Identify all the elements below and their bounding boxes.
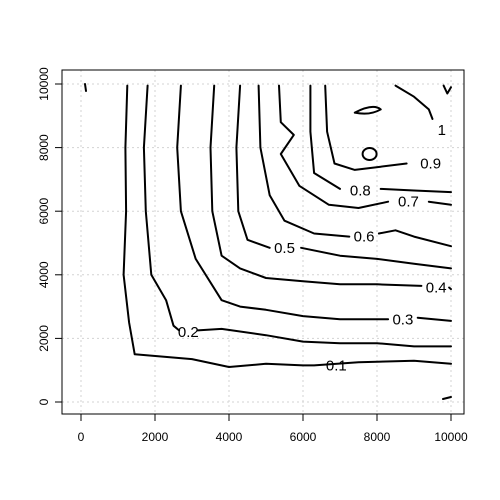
contour-line-0-7 — [278, 84, 390, 209]
contour-loop — [353, 105, 382, 115]
y-tick-label: 10000 — [37, 67, 51, 101]
contour-label-0-3: 0.3 — [392, 311, 413, 328]
contour-line-0-3 — [176, 84, 390, 321]
contour-line-0-9 — [324, 84, 408, 171]
contour-line-0-5 — [300, 246, 452, 270]
contour-line-0-2 — [142, 84, 181, 332]
contour-line-1 — [442, 84, 452, 95]
x-tick-label: 8000 — [364, 430, 391, 444]
y-axis: 0 2000 4000 6000 8000 10000 — [37, 67, 63, 405]
contour-line-0-8 — [309, 84, 341, 190]
y-tick-label: 8000 — [37, 134, 51, 161]
contour-line-0-8 — [379, 187, 452, 194]
contour-label-0-2: 0.2 — [178, 324, 199, 341]
contour-line-0-7 — [427, 200, 452, 206]
y-tick-label: 0 — [37, 398, 51, 405]
y-tick-label: 4000 — [37, 261, 51, 288]
y-tick-label: 6000 — [37, 198, 51, 225]
contour-label-0-1: 0.1 — [326, 357, 347, 374]
contour-line-0-6 — [377, 229, 452, 248]
contour-line-0-4 — [209, 84, 423, 287]
contour-line-0-3 — [416, 316, 452, 322]
grid — [62, 70, 464, 414]
y-tick-label: 2000 — [37, 325, 51, 352]
contour-label-1: 1 — [438, 122, 446, 139]
contour-label-0-6: 0.6 — [354, 229, 375, 246]
x-tick-label: 10000 — [434, 430, 468, 444]
x-tick-label: 0 — [78, 430, 85, 444]
contour-label-0-9: 0.9 — [420, 156, 441, 173]
contour-loop — [361, 146, 378, 161]
contour-lines — [84, 83, 452, 400]
contour-line-0-6 — [257, 84, 351, 238]
contour-line-0-1 — [122, 84, 452, 368]
x-axis: 0 2000 4000 6000 8000 10000 — [78, 413, 468, 444]
contour-line-fragment — [442, 396, 452, 400]
contour-line-0-5 — [235, 84, 271, 249]
contour-line-1 — [394, 84, 434, 120]
x-tick-label: 4000 — [216, 430, 243, 444]
x-tick-label: 6000 — [290, 430, 317, 444]
contour-label-0-8: 0.8 — [350, 183, 371, 200]
contour-labels: 0.1 0.2 0.3 0.4 0.5 0.6 0.7 0.8 0.9 1 — [178, 122, 447, 374]
contour-line-fragment — [84, 83, 87, 92]
x-tick-label: 2000 — [142, 430, 169, 444]
contour-label-0-5: 0.5 — [274, 240, 295, 257]
contour-label-0-7: 0.7 — [398, 194, 419, 211]
contour-line-0-2 — [196, 327, 452, 348]
contour-line-0-4 — [448, 286, 452, 291]
plot-frame — [61, 69, 465, 415]
contour-label-0-4: 0.4 — [426, 280, 447, 297]
